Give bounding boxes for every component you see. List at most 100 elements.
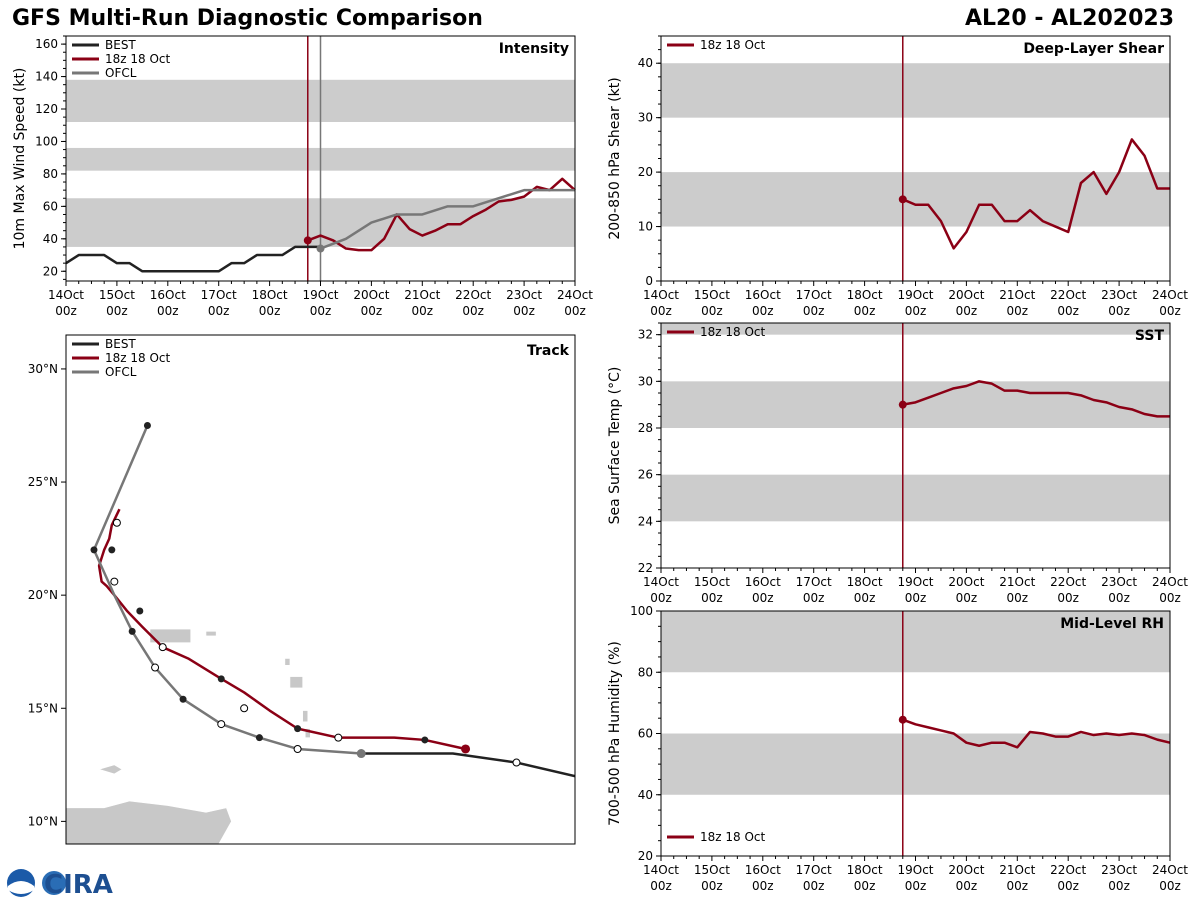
x-tick-date: 24Oct [1152,863,1188,877]
x-tick-hour: 00z [854,304,876,318]
legend-label: BEST [105,38,136,52]
y-tick-label: 100 [35,134,58,148]
series-line-18z-18-oct [902,138,1170,250]
land-shape [289,676,303,689]
x-tick-hour: 00z [701,591,723,605]
legend-label: BEST [105,337,136,351]
x-tick-date: 23Oct [1101,575,1137,589]
x-tick-date: 18Oct [847,863,883,877]
x-tick-date: 17Oct [796,288,832,302]
y-axis-label: Sea Surface Temp (°C) [607,367,623,525]
panel-title: Track [527,343,570,359]
x-tick-date: 23Oct [506,288,542,302]
track-marker-open [293,744,302,753]
lat-tick-label: 30°N [28,362,58,376]
lat-tick-label: 20°N [28,588,58,602]
x-tick-date: 19Oct [302,288,338,302]
shaded-band [661,611,1170,673]
x-tick-date: 19Oct [897,288,933,302]
track-marker-filled [217,675,225,683]
panel-title: SST [1135,328,1165,344]
x-tick-hour: 00z [1159,879,1181,893]
land-shape [66,800,232,844]
series-line-18z-18-oct [307,177,576,252]
y-tick-label: 40 [638,788,653,802]
x-tick-date: 22Oct [1050,575,1086,589]
x-tick-date: 22Oct [1050,288,1086,302]
legend-label: 18z 18 Oct [700,38,766,52]
x-tick-hour: 00z [803,304,825,318]
panel-title: Intensity [499,41,569,57]
cira-logo: CIRA [7,869,113,900]
x-tick-date: 16Oct [745,288,781,302]
x-tick-date: 18Oct [847,575,883,589]
x-tick-hour: 00z [956,304,978,318]
x-tick-hour: 00z [310,304,332,318]
y-tick-label: 80 [638,665,653,679]
y-tick-label: 24 [638,514,653,528]
y-axis-label: 10m Max Wind Speed (kt) [12,68,28,250]
series-start-marker [898,400,907,409]
x-tick-hour: 00z [513,304,535,318]
x-tick-date: 21Oct [999,863,1035,877]
x-tick-hour: 00z [106,304,128,318]
x-tick-date: 24Oct [1152,575,1188,589]
x-tick-hour: 00z [157,304,179,318]
shaded-band [661,733,1170,795]
x-tick-date: 23Oct [1101,288,1137,302]
land-shape [149,628,192,643]
x-tick-date: 14Oct [643,288,679,302]
x-tick-hour: 00z [803,879,825,893]
sst-panel: 22 24 26 28 30 32 14Oct 00z 15Oct 00z 16Oct 00z 17Oc… [607,322,1188,605]
y-tick-label: 60 [43,199,58,213]
y-tick-label: 20 [638,165,653,179]
legend-label: 18z 18 Oct [105,52,171,66]
x-tick-date: 16Oct [150,288,186,302]
x-tick-date: 22Oct [1050,863,1086,877]
x-tick-hour: 00z [1057,304,1079,318]
legend-label: 18z 18 Oct [700,830,766,844]
legend-label: 18z 18 Oct [700,325,766,339]
page-title: GFS Multi-Run Diagnostic Comparison [12,6,483,31]
x-tick-hour: 00z [905,304,927,318]
shaded-band [661,172,1170,227]
x-tick-date: 15Oct [99,288,135,302]
track-marker-filled [136,607,144,615]
x-tick-date: 14Oct [48,288,84,302]
y-tick-label: 20 [638,849,653,863]
x-tick-date: 20Oct [948,288,984,302]
x-tick-date: 20Oct [353,288,389,302]
y-tick-label: 10 [638,220,653,234]
y-axis-label: 200-850 hPa Shear (kt) [607,77,623,239]
y-axis-label: 700-500 hPa Humidity (%) [607,641,623,826]
track-marker-filled [128,627,136,635]
shaded-band [661,63,1170,118]
track-marker-filled [294,725,302,733]
x-tick-hour: 00z [55,304,77,318]
series-start-marker [303,236,312,245]
track-marker-filled [255,734,263,742]
land-shape [284,658,291,666]
track-marker-open [151,663,160,672]
y-tick-label: 32 [638,328,653,342]
x-tick-hour: 00z [1007,304,1029,318]
shaded-band [661,474,1170,522]
x-tick-hour: 00z [1007,879,1029,893]
series-start-marker [898,195,907,204]
legend-label: 18z 18 Oct [105,351,171,365]
series-line-ofcl [320,188,575,250]
lat-tick-label: 10°N [28,814,58,828]
panel-title: Deep-Layer Shear [1023,41,1164,57]
series-line-best [65,245,321,273]
x-tick-hour: 00z [462,304,484,318]
y-tick-label: 160 [35,37,58,51]
land-shape [205,631,217,637]
x-tick-hour: 00z [564,304,586,318]
x-tick-hour: 00z [1159,304,1181,318]
x-tick-hour: 00z [1057,591,1079,605]
x-tick-hour: 00z [701,879,723,893]
x-tick-hour: 00z [650,879,672,893]
track-marker-filled [108,546,116,554]
y-tick-label: 26 [638,468,653,482]
